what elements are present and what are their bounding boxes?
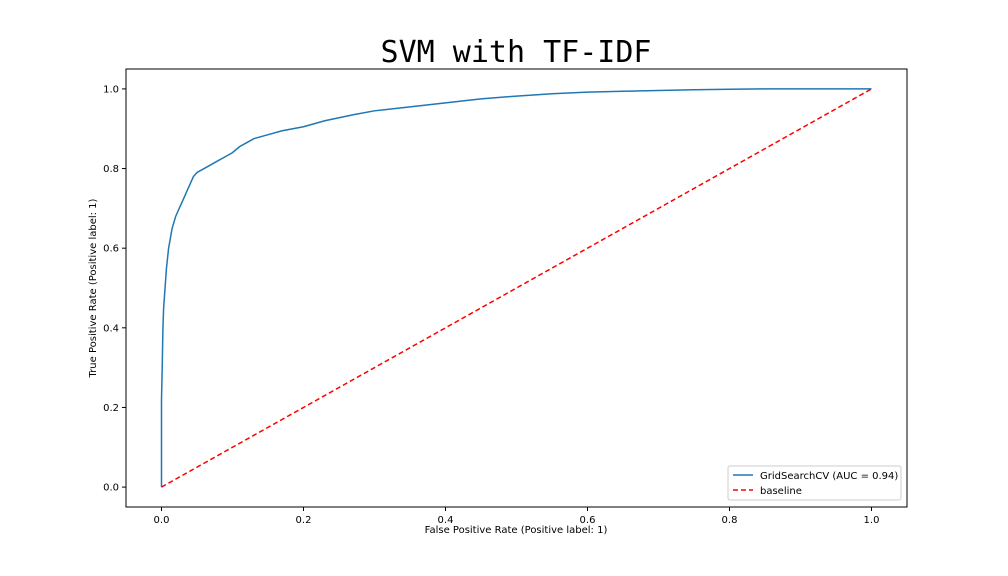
x-tick-label: 0.4 [438, 515, 454, 526]
x-tick-label: 0.0 [154, 515, 170, 526]
x-tick-label: 0.8 [722, 515, 738, 526]
y-tick-label: 0.0 [103, 483, 119, 494]
y-tick-label: 0.2 [103, 403, 119, 414]
x-axis-label: False Positive Rate (Positive label: 1) [425, 525, 608, 536]
y-axis-ticks: 0.0 0.2 0.4 0.6 0.8 1.0 [103, 84, 126, 494]
series-layer [160, 88, 872, 488]
x-axis-ticks: 0.0 0.2 0.4 0.6 0.8 1.0 [154, 507, 880, 526]
y-axis-label: True Positive Rate (Positive label: 1) [88, 198, 99, 378]
x-tick-label: 0.6 [580, 515, 596, 526]
y-tick-label: 1.0 [103, 84, 119, 95]
legend-label-baseline: baseline [760, 486, 802, 497]
y-tick-label: 0.8 [103, 164, 119, 175]
y-tick-label: 0.6 [103, 244, 119, 255]
chart-title: SVM with TF-IDF [381, 35, 652, 70]
y-tick-label: 0.4 [103, 323, 119, 334]
legend-box [727, 465, 902, 501]
legend-label-gridsearchcv: GridSearchCV (AUC = 0.94) [760, 471, 898, 482]
legend: GridSearchCV (AUC = 0.94) baseline [727, 465, 902, 501]
x-tick-label: 1.0 [864, 515, 880, 526]
x-tick-label: 0.2 [296, 515, 312, 526]
series-line-gridsearchcv [160, 88, 872, 488]
